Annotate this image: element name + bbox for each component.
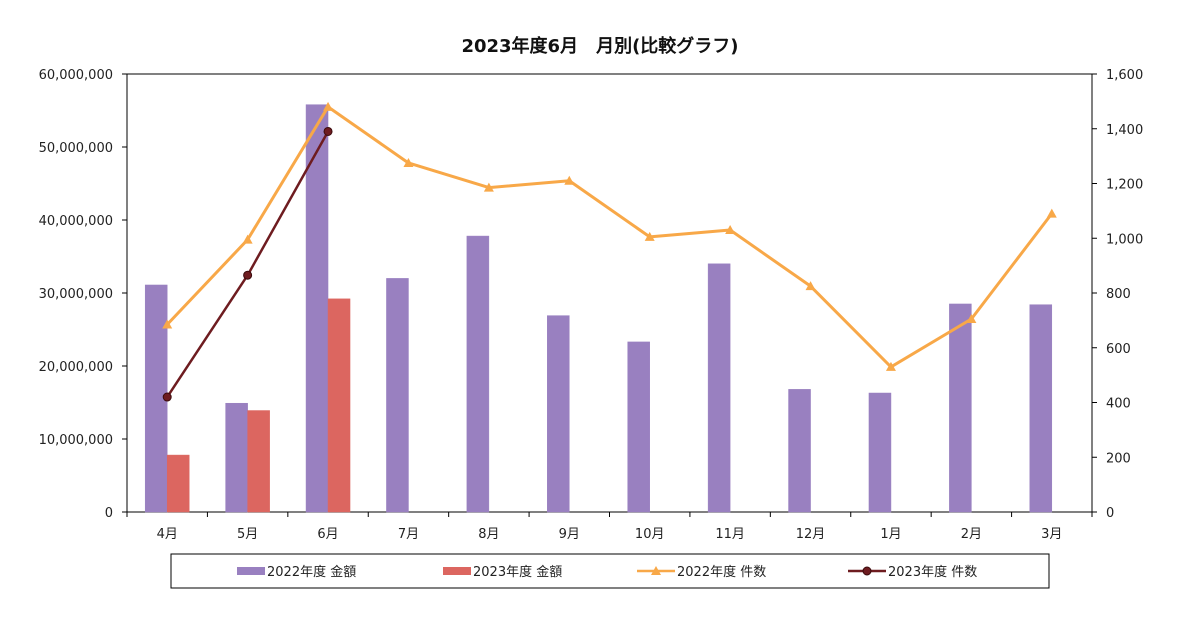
left-tick-label: 40,000,000 [39,214,113,229]
point-count-2023 [162,392,172,402]
right-tick-label: 600 [1106,342,1131,357]
point-count-2022 [564,175,575,185]
legend-label-amount-2022: 2022年度 金額 [267,564,356,580]
x-tick-label: 1月 [880,527,901,542]
legend-label-count-2023: 2023年度 件数 [888,564,977,580]
point-count-2023 [243,270,253,280]
legend-label-amount-2023: 2023年度 金額 [473,564,562,580]
x-tick-label: 3月 [1041,527,1062,542]
left-tick-label: 10,000,000 [39,433,113,448]
right-tick-label: 1,000 [1106,232,1143,247]
bar-amount-2022 [547,315,570,513]
point-count-2022 [725,225,736,235]
x-tick-label: 12月 [796,527,826,542]
bar-amount-2022 [1029,304,1053,513]
x-tick-label: 9月 [559,527,580,542]
x-tick-label: 10月 [635,527,665,542]
line-count-2022 [166,105,1053,369]
right-tick-label: 1,400 [1106,123,1143,138]
x-axis: 4月 5月 6月 7月 8月 9月 10月 11月 12月 1月 2月 3月 [126,512,1093,542]
left-axis: 0 10,000,000 20,000,000 30,000,000 40,000,00… [39,68,127,521]
plot-border [126,73,1093,513]
legend-label-count-2022: 2022年度 件数 [677,564,766,580]
point-count-2022 [1046,208,1057,218]
bar-amount-2022 [627,341,650,513]
x-tick-label: 8月 [478,527,499,542]
point-count-2022 [242,234,253,244]
bar-amount-2023 [166,454,190,513]
bar-amount-2022 [225,402,248,513]
legend-swatch-amount-2023 [443,567,471,575]
plot-area [126,73,1093,513]
chart-title: 2023年度6月 月別(比較グラフ) [461,35,738,57]
bar-amount-2022 [386,278,409,513]
left-tick-label: 30,000,000 [39,287,113,302]
right-tick-label: 400 [1106,397,1131,412]
point-count-2022 [966,314,977,324]
bar-amount-2022 [466,235,490,513]
point-count-2023 [323,126,333,136]
legend-swatch-amount-2022 [237,567,265,575]
bar-amount-2022 [949,303,972,513]
point-count-2022 [805,281,816,291]
x-tick-label: 7月 [398,527,419,542]
left-tick-label: 50,000,000 [39,141,113,156]
x-tick-label: 6月 [317,527,338,542]
x-tick-label: 11月 [715,527,745,542]
right-tick-label: 200 [1106,451,1131,466]
point-count-2022 [323,101,334,111]
point-count-2022 [644,231,655,241]
x-tick-label: 5月 [237,527,258,542]
bar-amount-2022 [788,389,811,513]
bar-amount-2023 [327,298,351,513]
left-tick-label: 0 [105,506,113,521]
legend-marker-count-2022 [651,566,661,575]
left-tick-label: 60,000,000 [39,68,113,83]
bar-amount-2022 [868,392,892,513]
point-count-2022 [162,319,173,329]
x-tick-label: 2月 [961,527,982,542]
bar-amount-2022 [707,263,731,513]
right-tick-label: 1,200 [1106,178,1143,193]
point-count-2022 [483,182,494,192]
left-tick-label: 20,000,000 [39,360,113,375]
right-tick-label: 800 [1106,287,1131,302]
lines-layer [162,101,1057,402]
x-tick-label: 4月 [157,527,178,542]
right-axis: 0 200 400 600 800 1,000 1,200 1,400 1,600 [1092,68,1143,521]
bar-amount-2023 [247,410,270,513]
right-tick-label: 0 [1106,506,1114,521]
bars-layer [144,104,1053,513]
legend-marker-count-2023 [862,566,872,576]
point-count-2022 [885,361,896,371]
right-tick-label: 1,600 [1106,68,1143,83]
legend-box [170,553,1050,589]
legend: 2022年度 金額 2023年度 金額 2022年度 件数 2023年度 件数 [170,553,1050,589]
point-count-2022 [403,157,414,167]
